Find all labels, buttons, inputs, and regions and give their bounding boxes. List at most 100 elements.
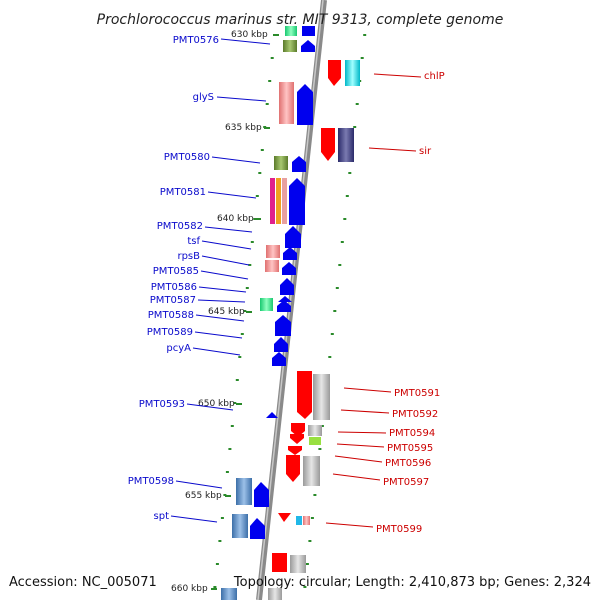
tick-mark (218, 540, 222, 542)
leader-line (170, 515, 218, 523)
gene-arrow-blue (285, 226, 301, 248)
tick-mark (220, 517, 224, 519)
gene-label-tsf[interactable]: tsf (187, 236, 200, 247)
gene-label-chlP[interactable]: chlP (424, 71, 445, 82)
leader-line (204, 226, 253, 233)
gene-feature-navy (338, 128, 354, 162)
tick-mark (258, 172, 262, 174)
tick-mark (225, 471, 229, 473)
gene-label-spt[interactable]: spt (154, 511, 170, 522)
tick-mark (328, 356, 332, 358)
gene-label-PMT0594[interactable]: PMT0594 (389, 428, 435, 439)
forward-gene-labels: PMT0576 glyS PMT0580 PMT0581 PMT0582 tsf… (128, 35, 271, 523)
gene-arrow-blue (280, 278, 294, 295)
tick-mark (343, 218, 347, 220)
gene-feature-magenta (270, 178, 275, 224)
gene-feature-gray (290, 555, 306, 573)
tick-mark (303, 586, 307, 588)
gene-feature-pink (279, 82, 294, 124)
gene-label-PMT0576[interactable]: PMT0576 (173, 35, 219, 46)
gene-label-PMT0591[interactable]: PMT0591 (394, 388, 440, 399)
forward-gene-features (221, 26, 315, 600)
tick-mark (235, 379, 239, 381)
gene-arrow-blue (289, 178, 305, 225)
gene-feature-cyan (296, 516, 302, 525)
gene-arrow-red (297, 371, 312, 419)
leader-line (343, 387, 392, 393)
gene-feature-green (260, 298, 273, 311)
gene-label-sir[interactable]: sir (419, 146, 432, 157)
tick-mark (348, 172, 352, 174)
leader-line (201, 240, 252, 250)
gene-arrow-red (278, 513, 291, 522)
leader-line (201, 255, 250, 266)
gene-label-PMT0581[interactable]: PMT0581 (160, 187, 206, 198)
gene-label-PMT0589[interactable]: PMT0589 (147, 327, 193, 338)
tick-mark (345, 195, 349, 197)
gene-label-rpsB[interactable]: rpsB (177, 251, 200, 262)
gene-label-PMT0585[interactable]: PMT0585 (153, 266, 199, 277)
gene-arrow-blue (301, 40, 315, 52)
tick-mark (228, 448, 232, 450)
gene-arrow-red (328, 60, 341, 86)
gene-feature-steelblue (221, 588, 237, 600)
map-title: Prochlorococcus marinus str. MIT 9313, c… (97, 12, 504, 28)
gene-feature-olive (274, 156, 288, 170)
gene-arrow-red (321, 128, 335, 161)
leader-line (198, 286, 247, 293)
gene-label-PMT0580[interactable]: PMT0580 (164, 152, 210, 163)
tick-mark (250, 241, 254, 243)
gene-feature-green (285, 26, 297, 36)
gene-label-PMT0592[interactable]: PMT0592 (392, 409, 438, 420)
gene-label-PMT0582[interactable]: PMT0582 (157, 221, 203, 232)
gene-label-PMT0586[interactable]: PMT0586 (151, 282, 197, 293)
gene-feature-blue (302, 26, 315, 36)
leader-line (340, 409, 390, 414)
tick-mark (240, 333, 244, 335)
genome-summary-text: Topology: circular; Length: 2,410,873 bp… (233, 575, 591, 590)
tick-mark (310, 517, 314, 519)
gene-feature-olive (283, 40, 297, 52)
tick-mark (318, 448, 322, 450)
kbp-mark: 640 kbp (217, 214, 254, 224)
tick-mark (230, 425, 234, 427)
gene-arrow-blue (272, 352, 286, 366)
gene-label-pcyA[interactable]: pcyA (166, 343, 191, 354)
tick-mark (320, 425, 324, 427)
gene-label-PMT0595[interactable]: PMT0595 (387, 443, 433, 454)
kbp-mark: 630 kbp (231, 30, 268, 40)
gene-arrow-blue (297, 84, 313, 125)
leader-line (200, 270, 249, 280)
gene-label-PMT0597[interactable]: PMT0597 (383, 477, 429, 488)
gene-label-glyS[interactable]: glyS (193, 92, 214, 103)
gene-arrow-blue (278, 296, 292, 302)
gene-label-PMT0593[interactable]: PMT0593 (139, 399, 185, 410)
gene-feature-pink (265, 260, 279, 272)
kbp-mark: 645 kbp (208, 307, 245, 317)
tick-mark (255, 195, 259, 197)
leader-line (337, 431, 387, 434)
gene-arrow-blue (292, 156, 306, 172)
kbp-mark: 635 kbp (225, 123, 262, 133)
leader-line (192, 347, 241, 356)
gene-label-PMT0598[interactable]: PMT0598 (128, 476, 174, 487)
gene-label-PMT0588[interactable]: PMT0588 (148, 310, 194, 321)
tick-mark (238, 356, 242, 358)
gene-label-PMT0596[interactable]: PMT0596 (385, 458, 431, 469)
gene-feature-pink (282, 178, 287, 224)
tick-mark (353, 126, 357, 128)
gene-feature-gray (308, 425, 322, 436)
gene-label-PMT0599[interactable]: PMT0599 (376, 524, 422, 535)
leader-line (332, 473, 381, 481)
gene-feature-steelblue (236, 478, 252, 505)
gene-arrow-blue (283, 247, 297, 260)
gene-label-PMT0587[interactable]: PMT0587 (150, 295, 196, 306)
tick-mark (260, 149, 264, 151)
gene-arrow-red (288, 446, 302, 455)
tick-mark (248, 264, 252, 266)
gene-feature-gray (303, 456, 320, 486)
leader-line (334, 455, 383, 463)
tick-mark (340, 241, 344, 243)
gene-feature-cyan (345, 60, 360, 86)
